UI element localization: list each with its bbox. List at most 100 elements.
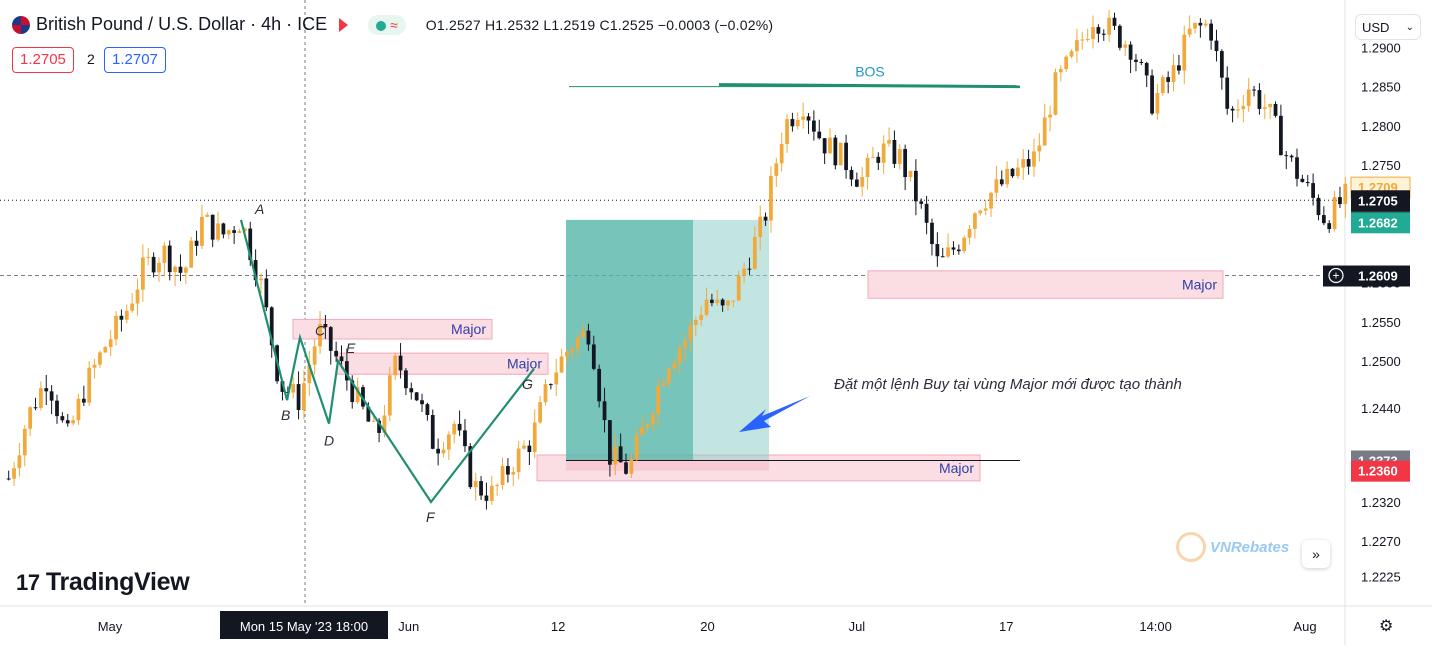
candle-body <box>731 300 736 302</box>
candle-body <box>259 278 263 281</box>
position-target-zone-filled <box>566 219 693 461</box>
sell-price-button[interactable]: 1.2705 <box>12 47 74 73</box>
candle-body <box>865 157 870 178</box>
candle-body <box>350 380 355 403</box>
candle-body <box>1203 23 1208 26</box>
x-tick-label: Jun <box>398 619 419 634</box>
flag-marker-icon[interactable] <box>339 17 349 32</box>
major-zone <box>292 318 493 340</box>
candle-body <box>162 245 167 263</box>
candle-body <box>897 149 902 164</box>
candle-body <box>688 325 693 341</box>
buy-price-button[interactable]: 1.2707 <box>104 47 166 73</box>
candle-body <box>1273 103 1278 116</box>
candle-body <box>1332 197 1337 230</box>
settings-gear-icon[interactable]: ⚙ <box>1379 618 1394 635</box>
tradingview-logo[interactable]: 17 TradingView <box>16 568 190 597</box>
candle-body <box>457 423 462 431</box>
candle-body <box>146 256 151 258</box>
candle-body <box>774 163 779 176</box>
candle-body <box>114 315 118 340</box>
candle-body <box>758 216 763 238</box>
candle-body <box>720 299 725 306</box>
candle-body <box>404 370 408 389</box>
candle-body <box>200 216 204 246</box>
scroll-to-realtime-button[interactable]: » <box>1302 540 1330 568</box>
candle-body <box>935 244 940 257</box>
candle-body <box>398 355 403 371</box>
candle-body <box>795 119 800 127</box>
major-zone <box>867 270 1224 299</box>
major-zone-label: Major <box>451 321 486 337</box>
candle-body <box>838 142 843 166</box>
candle-body <box>60 416 65 421</box>
candle-body <box>1112 17 1117 26</box>
candle-body <box>522 445 526 449</box>
candle-body <box>108 339 113 348</box>
symbol-title[interactable]: British Pound / U.S. Dollar · 4h · ICE <box>36 14 328 34</box>
candle-body <box>908 170 913 178</box>
candle-body <box>1085 38 1090 40</box>
candle-body <box>473 481 478 488</box>
candle-body <box>817 131 822 139</box>
candle-body <box>210 214 215 240</box>
candle-body <box>1144 62 1149 76</box>
candle-body <box>157 262 161 273</box>
candle-body <box>1139 61 1144 63</box>
candle-body <box>1005 168 1010 185</box>
market-status-pill[interactable]: ≈ <box>368 14 406 35</box>
vnrebates-watermark-text: VNRebates <box>1210 538 1290 556</box>
candle-body <box>822 138 827 154</box>
major-zone-label: Major <box>1182 277 1217 293</box>
candle-body <box>532 422 537 452</box>
candle-body <box>1284 155 1289 157</box>
candle-body <box>216 223 220 240</box>
candle-body <box>844 142 848 171</box>
wave-point-label: E <box>346 340 356 356</box>
candle-body <box>763 216 768 221</box>
candle-body <box>930 222 934 245</box>
candle-body <box>790 119 795 127</box>
candle-body <box>328 327 333 351</box>
candle-body <box>430 415 435 449</box>
candle-body <box>189 240 194 268</box>
candle-body <box>656 385 661 415</box>
candle-body <box>441 449 446 454</box>
candle-body <box>323 323 328 328</box>
candle-body <box>479 481 483 496</box>
candle-body <box>913 170 918 202</box>
candle-body <box>1262 107 1267 109</box>
candle-body <box>446 434 451 450</box>
candle-body <box>672 363 677 369</box>
candle-body <box>801 116 806 120</box>
candle-body <box>1241 105 1246 110</box>
candle-body <box>242 228 247 232</box>
candle-body <box>39 388 43 408</box>
candle-body <box>1053 72 1058 115</box>
candle-body <box>312 346 317 365</box>
wave-point-label: B <box>281 407 290 423</box>
candle-body <box>296 384 301 410</box>
candle-body <box>849 170 854 180</box>
candle-body <box>597 368 602 402</box>
candle-body <box>382 415 387 433</box>
x-tick-label: 20 <box>700 619 714 634</box>
candle-body <box>302 383 306 410</box>
candle-body <box>1327 223 1332 230</box>
vnrebates-watermark: VNRebates <box>1176 532 1289 562</box>
candle-body <box>726 300 730 306</box>
candle-body <box>452 423 457 435</box>
candle-body <box>704 299 709 315</box>
candle-body <box>854 179 859 187</box>
candle-body <box>135 289 140 304</box>
candle-body <box>318 323 322 347</box>
currency-select[interactable]: USD ⌄ <box>1355 14 1421 40</box>
candle-body <box>1160 77 1165 94</box>
candle-body <box>677 348 682 364</box>
price-label-badge <box>1351 190 1410 212</box>
candle-body <box>1032 151 1036 167</box>
candle-body <box>232 230 237 233</box>
candle-body <box>940 256 945 258</box>
